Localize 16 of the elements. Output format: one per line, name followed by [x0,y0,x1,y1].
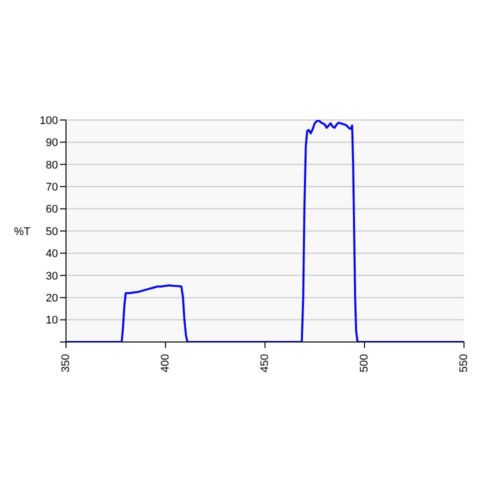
x-tick-label: 450 [259,354,271,372]
y-tick-label: 80 [46,159,58,172]
y-tick-label: 70 [46,182,58,194]
x-tick-label: 550 [458,354,470,372]
x-tick-label: 400 [160,354,172,372]
y-tick-label: 100 [40,114,58,127]
y-tick-label: 90 [46,137,58,150]
y-tick-label: 30 [46,270,58,282]
y-tick-label: 50 [46,226,58,238]
x-tick-label: 500 [358,354,370,372]
x-tick-label: 350 [60,354,72,372]
y-tick-label: 60 [46,204,58,216]
y-tick-label: 40 [46,248,58,260]
y-axis-title: %T [14,226,31,238]
y-tick-label: 10 [46,314,58,327]
y-tick-label: 20 [46,292,58,305]
